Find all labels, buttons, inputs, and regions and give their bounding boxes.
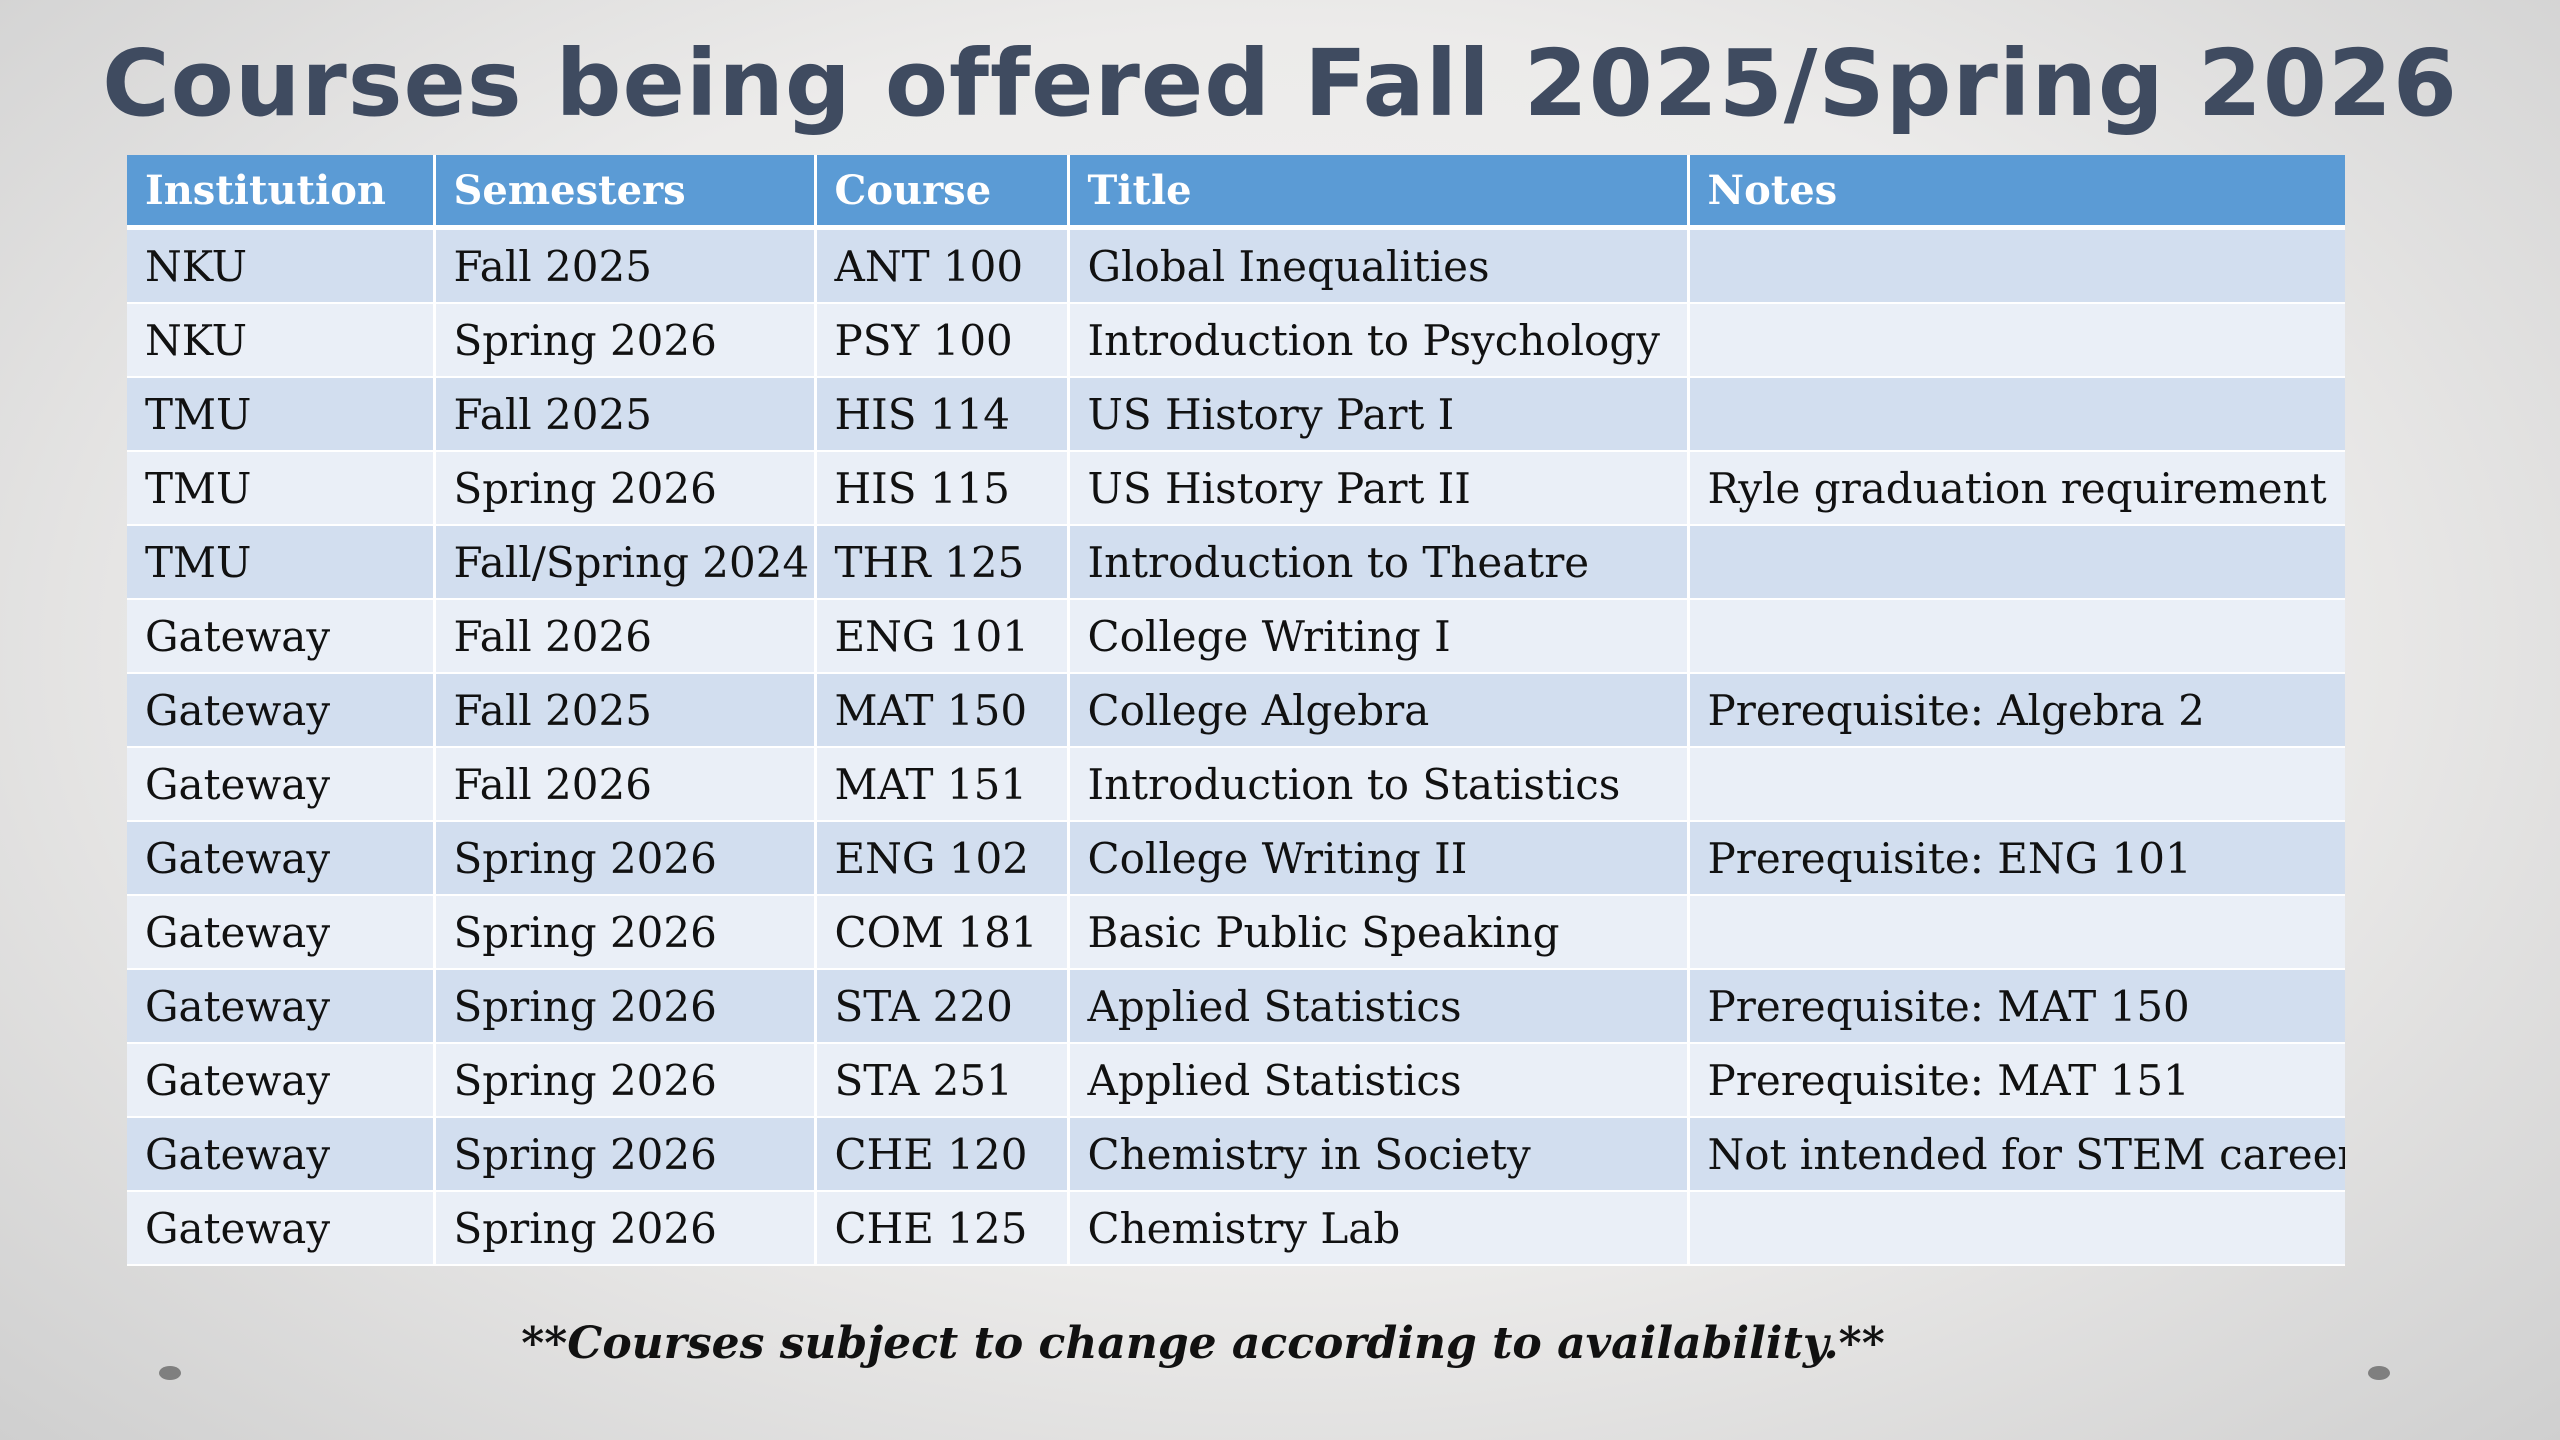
- cell-title: Chemistry Lab: [1068, 1191, 1690, 1266]
- cell-notes: Not intended for STEM careers: [1688, 1117, 2345, 1192]
- cell-title: US History Part I: [1068, 377, 1690, 452]
- table-row: NKU Spring 2026 PSY 100 Introduction to Psy…: [127, 303, 2345, 378]
- cell-notes: [1688, 227, 2345, 304]
- cell-title: Applied Statistics: [1068, 1043, 1690, 1118]
- table-row: TMU Fall/Spring 2024 THR 125 Introduction t…: [127, 525, 2345, 600]
- cell-semesters: Fall 2025: [434, 673, 817, 748]
- cell-institution: Gateway: [127, 821, 436, 896]
- table-row: Gateway Spring 2026 COM 181 Basic Public Sp…: [127, 895, 2345, 970]
- table-row: Gateway Spring 2026 CHE 125 Chemistry Lab: [127, 1191, 2345, 1266]
- cell-notes: [1688, 599, 2345, 674]
- table-row: NKU Fall 2025 ANT 100 Global Inequalities: [127, 227, 2345, 304]
- cell-semesters: Fall 2026: [434, 599, 817, 674]
- cell-course: STA 251: [815, 1043, 1070, 1118]
- table-row: Gateway Spring 2026 STA 251 Applied Statist…: [127, 1043, 2345, 1118]
- cell-course: CHE 120: [815, 1117, 1070, 1192]
- cell-course: PSY 100: [815, 303, 1070, 378]
- cell-institution: Gateway: [127, 969, 436, 1044]
- table-row: Gateway Spring 2026 CHE 120 Chemistry in So…: [127, 1117, 2345, 1192]
- cell-notes: [1688, 895, 2345, 970]
- table-row: Gateway Fall 2025 MAT 150 College Algebra Pr…: [127, 673, 2345, 748]
- cell-institution: TMU: [127, 525, 436, 600]
- cell-course: MAT 150: [815, 673, 1070, 748]
- cell-title: College Algebra: [1068, 673, 1690, 748]
- cell-institution: Gateway: [127, 1117, 436, 1192]
- cell-institution: NKU: [127, 227, 436, 304]
- cell-semesters: Spring 2026: [434, 895, 817, 970]
- cell-semesters: Fall 2025: [434, 377, 817, 452]
- column-header-title: Title: [1068, 155, 1690, 230]
- table-row: Gateway Spring 2026 STA 220 Applied Statist…: [127, 969, 2345, 1044]
- cell-semesters: Spring 2026: [434, 1191, 817, 1266]
- cell-notes: Prerequisite: ENG 101: [1688, 821, 2345, 896]
- cell-notes: Ryle graduation requirement: [1688, 451, 2345, 526]
- courses-table: Institution Semesters Course Title Notes NKU…: [127, 155, 2345, 1266]
- cell-notes: [1688, 747, 2345, 822]
- cell-title: Introduction to Statistics: [1068, 747, 1690, 822]
- cell-semesters: Spring 2026: [434, 303, 817, 378]
- cell-course: STA 220: [815, 969, 1070, 1044]
- cell-course: HIS 115: [815, 451, 1070, 526]
- cell-semesters: Fall 2026: [434, 747, 817, 822]
- cell-institution: Gateway: [127, 673, 436, 748]
- cell-title: College Writing I: [1068, 599, 1690, 674]
- cell-notes: [1688, 525, 2345, 600]
- cell-course: CHE 125: [815, 1191, 1070, 1266]
- cell-notes: Prerequisite: MAT 151: [1688, 1043, 2345, 1118]
- cell-semesters: Fall/Spring 2024: [434, 525, 817, 600]
- cell-semesters: Spring 2026: [434, 1117, 817, 1192]
- cell-institution: Gateway: [127, 747, 436, 822]
- cell-semesters: Spring 2026: [434, 451, 817, 526]
- page-title: Courses being offered Fall 2025/Spring 2…: [102, 30, 2458, 137]
- cell-institution: Gateway: [127, 1191, 436, 1266]
- cell-notes: [1688, 303, 2345, 378]
- cell-institution: Gateway: [127, 895, 436, 970]
- cell-institution: Gateway: [127, 599, 436, 674]
- column-header-notes: Notes: [1688, 155, 2345, 230]
- cell-title: Introduction to Theatre: [1068, 525, 1690, 600]
- slide-dot-left: [159, 1366, 181, 1380]
- cell-course: ANT 100: [815, 227, 1070, 304]
- table-header-row: Institution Semesters Course Title Notes: [127, 155, 2345, 230]
- cell-course: ENG 101: [815, 599, 1070, 674]
- cell-notes: [1688, 1191, 2345, 1266]
- cell-semesters: Spring 2026: [434, 821, 817, 896]
- cell-title: College Writing II: [1068, 821, 1690, 896]
- footnote: **Courses subject to change according to…: [521, 1318, 1885, 1369]
- cell-title: Basic Public Speaking: [1068, 895, 1690, 970]
- cell-title: Global Inequalities: [1068, 227, 1690, 304]
- cell-course: THR 125: [815, 525, 1070, 600]
- cell-semesters: Fall 2025: [434, 227, 817, 304]
- cell-semesters: Spring 2026: [434, 1043, 817, 1118]
- column-header-semesters: Semesters: [434, 155, 817, 230]
- cell-notes: [1688, 377, 2345, 452]
- table-row: Gateway Fall 2026 ENG 101 College Writing I: [127, 599, 2345, 674]
- cell-title: Introduction to Psychology: [1068, 303, 1690, 378]
- cell-title: US History Part II: [1068, 451, 1690, 526]
- table-row: Gateway Fall 2026 MAT 151 Introduction to S…: [127, 747, 2345, 822]
- table-row: Gateway Spring 2026 ENG 102 College Writing…: [127, 821, 2345, 896]
- column-header-institution: Institution: [127, 155, 436, 230]
- cell-course: HIS 114: [815, 377, 1070, 452]
- column-header-course: Course: [815, 155, 1070, 230]
- cell-institution: TMU: [127, 377, 436, 452]
- cell-semesters: Spring 2026: [434, 969, 817, 1044]
- cell-title: Applied Statistics: [1068, 969, 1690, 1044]
- cell-title: Chemistry in Society: [1068, 1117, 1690, 1192]
- cell-course: MAT 151: [815, 747, 1070, 822]
- cell-institution: NKU: [127, 303, 436, 378]
- cell-course: COM 181: [815, 895, 1070, 970]
- cell-institution: Gateway: [127, 1043, 436, 1118]
- cell-institution: TMU: [127, 451, 436, 526]
- cell-course: ENG 102: [815, 821, 1070, 896]
- cell-notes: Prerequisite: Algebra 2: [1688, 673, 2345, 748]
- table-row: TMU Fall 2025 HIS 114 US History Part I: [127, 377, 2345, 452]
- table-row: TMU Spring 2026 HIS 115 US History Part II R…: [127, 451, 2345, 526]
- slide-dot-right: [2368, 1366, 2390, 1380]
- cell-notes: Prerequisite: MAT 150: [1688, 969, 2345, 1044]
